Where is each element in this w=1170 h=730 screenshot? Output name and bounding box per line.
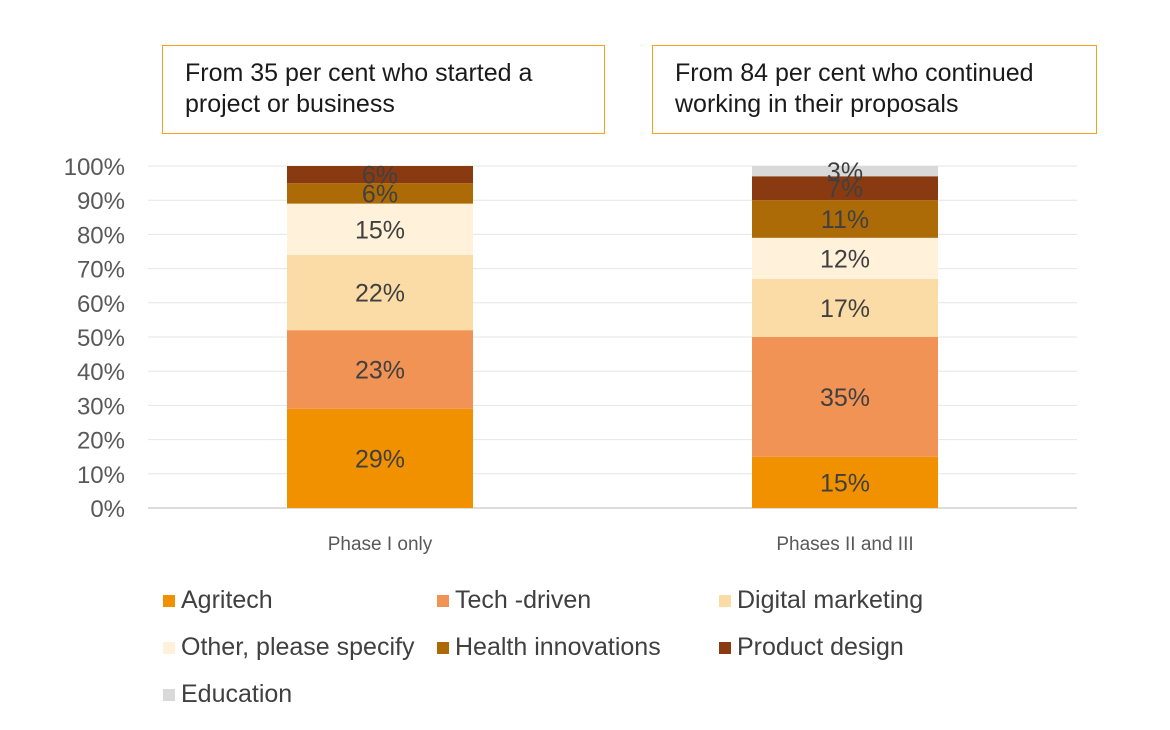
- x-category-label: Phases II and III: [776, 534, 913, 555]
- legend-swatch: [719, 641, 731, 654]
- data-label: 23%: [355, 356, 405, 384]
- legend-label: Education: [181, 680, 293, 708]
- data-label: 7%: [827, 175, 863, 203]
- data-label: 6%: [362, 162, 398, 190]
- y-tick-label: 50%: [77, 325, 125, 352]
- bar-segment-product-design: [752, 176, 938, 201]
- bar-segment-digital-marketing: [287, 254, 473, 331]
- bar-segment-digital-marketing: [752, 278, 938, 337]
- callout-phase-one-text: From 35 per cent who started a project o…: [185, 59, 533, 118]
- legend-label: Product design: [737, 633, 904, 661]
- legend-item-product-design: Product design: [719, 633, 904, 662]
- callout-phases-two-three-text: From 84 per cent who continued working i…: [675, 59, 1034, 118]
- legend-swatch: [719, 594, 731, 607]
- y-tick-label: 90%: [77, 188, 125, 215]
- bar-segment-agritech: [287, 408, 473, 508]
- data-label: 15%: [820, 469, 870, 497]
- data-label: 11%: [821, 206, 869, 234]
- legend-item-education: Education: [163, 680, 292, 709]
- legend-item-digital-marketing: Digital marketing: [719, 586, 923, 615]
- y-tick-label: 70%: [77, 257, 125, 284]
- callout-phase-one: From 35 per cent who started a project o…: [162, 45, 605, 134]
- bar-segment-tech-driven: [287, 330, 473, 409]
- legend-label: Tech -driven: [455, 586, 592, 614]
- legend-item-health-innovations: Health innovations: [437, 633, 661, 662]
- legend-swatch: [163, 594, 175, 607]
- y-tick-label: 80%: [77, 222, 125, 249]
- y-tick-label: 20%: [77, 428, 125, 455]
- y-tick-label: 10%: [77, 462, 125, 489]
- legend-item-tech-driven: Tech -driven: [437, 586, 591, 615]
- bar-segment-tech-driven: [752, 337, 938, 457]
- x-category-label: Phase I only: [328, 534, 433, 555]
- legend-label: Agritech: [181, 586, 273, 614]
- bar-segment-product-design: [287, 166, 473, 184]
- data-label: 3%: [827, 158, 863, 186]
- legend-label: Other, please specify: [181, 633, 415, 661]
- y-tick-label: 40%: [77, 359, 125, 386]
- y-tick-label: 30%: [77, 393, 125, 420]
- y-tick-label: 0%: [90, 496, 125, 523]
- data-label: 6%: [362, 180, 398, 208]
- legend-swatch: [163, 688, 175, 701]
- legend-label: Digital marketing: [737, 586, 924, 614]
- data-label: 15%: [355, 216, 405, 244]
- bar-segment-health-innovations: [752, 200, 938, 238]
- legend-item-other-please-specify: Other, please specify: [163, 633, 414, 662]
- callout-phases-two-three: From 84 per cent who continued working i…: [652, 45, 1097, 134]
- legend-swatch: [163, 641, 175, 654]
- data-label: 12%: [820, 245, 870, 273]
- legend-swatch: [437, 641, 449, 654]
- data-label: 35%: [820, 384, 870, 412]
- legend-label: Health innovations: [455, 633, 661, 661]
- bar-segment-agritech: [752, 456, 938, 508]
- bar-segment-health-innovations: [287, 183, 473, 204]
- bar-segment-other-please-specify: [287, 203, 473, 255]
- bar-segment-other-please-specify: [752, 237, 938, 279]
- y-tick-label: 60%: [77, 291, 125, 318]
- bar-segment-education: [752, 166, 938, 177]
- y-tick-label: 100%: [64, 154, 125, 181]
- data-label: 17%: [820, 295, 870, 323]
- data-label: 22%: [355, 280, 405, 308]
- data-label: 29%: [355, 445, 405, 473]
- legend-swatch: [437, 594, 449, 607]
- legend-item-agritech: Agritech: [163, 586, 273, 615]
